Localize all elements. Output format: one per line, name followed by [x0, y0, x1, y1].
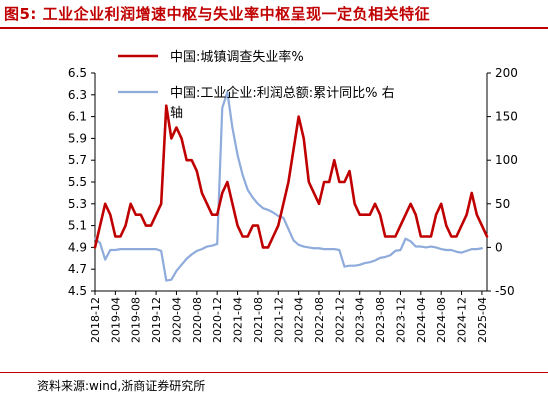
- x-tick-label: 2025-04: [476, 297, 489, 343]
- legend-label-unemployment: 中国:城镇调查失业率%: [170, 49, 304, 65]
- x-tick-label: 2024-04: [415, 297, 428, 343]
- footer-rule: [0, 372, 548, 373]
- x-tick-label: 2019-08: [130, 297, 143, 343]
- x-tick-label: 2021-08: [252, 297, 265, 343]
- left-tick-label: 5.9: [68, 131, 87, 145]
- x-tick-label: 2022-08: [313, 297, 326, 343]
- title-rule: [0, 27, 548, 29]
- left-tick-label: 5.7: [68, 153, 87, 167]
- x-tick-label: 2022-04: [293, 297, 306, 343]
- chart-series: [93, 91, 489, 282]
- left-tick-label: 5.3: [68, 197, 87, 211]
- series-line-unemployment: [93, 104, 489, 249]
- figure-header: 图5: 工业企业利润增速中枢与失业率中枢呈现一定负相关特征: [0, 0, 548, 30]
- figure-title: 图5: 工业企业利润增速中枢与失业率中枢呈现一定负相关特征: [4, 5, 431, 23]
- left-tick-label: 5.1: [68, 219, 87, 233]
- legend-label-profit-line1: 中国:工业企业:利润总额:累计同比% 右: [170, 85, 395, 101]
- x-tick-label: 2022-12: [333, 297, 346, 343]
- x-tick-label: 2020-12: [211, 297, 224, 343]
- left-tick-label: 6.3: [68, 88, 87, 102]
- x-tick-label: 2023-08: [374, 297, 387, 343]
- x-tick-label: 2021-12: [272, 297, 285, 343]
- right-tick-label: -50: [495, 284, 515, 298]
- x-tick-label: 2019-04: [109, 297, 122, 343]
- source-note: 资料来源:wind,浙商证券研究所: [37, 379, 206, 393]
- right-tick-label: 50: [495, 197, 510, 211]
- right-tick-label: 200: [495, 66, 518, 80]
- legend-label-profit-line2: 轴: [170, 106, 183, 121]
- left-tick-label: 6.5: [68, 66, 87, 80]
- x-tick-label: 2018-12: [89, 297, 102, 343]
- right-tick-label: 150: [495, 110, 518, 124]
- x-tick-label: 2020-04: [170, 297, 183, 343]
- x-tick-label: 2023-04: [354, 297, 367, 343]
- left-tick-label: 4.7: [68, 262, 87, 276]
- x-tick-label: 2023-12: [394, 297, 407, 343]
- right-tick-label: 100: [495, 153, 518, 167]
- chart-legend: 中国:城镇调查失业率% 中国:工业企业:利润总额:累计同比% 右轴: [118, 49, 395, 121]
- x-tick-label: 2024-12: [456, 297, 469, 343]
- left-tick-label: 4.9: [68, 240, 87, 254]
- left-tick-label: 5.5: [68, 175, 87, 189]
- x-tick-label: 2019-12: [150, 297, 163, 343]
- right-tick-label: 0: [495, 240, 503, 254]
- left-tick-label: 4.5: [68, 284, 87, 298]
- x-tick-label: 2024-08: [435, 297, 448, 343]
- left-tick-label: 6.1: [68, 110, 87, 124]
- chart-axes: 4.5 4.7 4.9 5.1 5.3 5.5 5.7 5.9 6.1 6.3 6.5 -50 0 50 1…: [68, 66, 518, 343]
- x-tick-label: 2021-04: [232, 297, 245, 343]
- x-tick-label: 2020-08: [191, 297, 204, 343]
